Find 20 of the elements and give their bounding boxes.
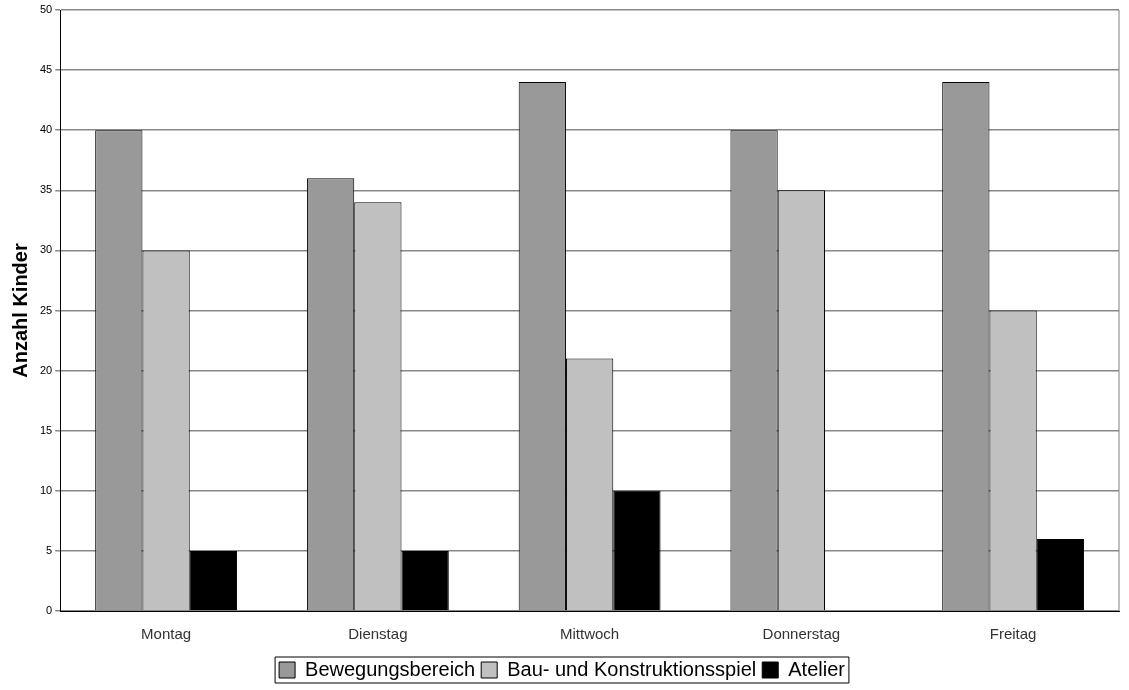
y-tick-label: 30 <box>39 243 53 256</box>
y-tick-label: 10 <box>39 483 53 496</box>
y-tick-label: 40 <box>39 123 53 136</box>
y-tick-label: 0 <box>46 604 53 617</box>
y-tick-label: 20 <box>39 363 53 376</box>
legend-label: Bewegungsbereich <box>305 657 476 680</box>
legend-label: Bau- und Konstruktionsspiel <box>507 657 757 680</box>
legend-label: Atelier <box>788 657 846 680</box>
x-tick-label: Freitag <box>989 625 1037 643</box>
y-tick-label: 45 <box>39 63 53 76</box>
y-tick-label: 15 <box>39 423 53 436</box>
y-tick-label: 25 <box>39 303 53 316</box>
y-axis-title: Anzahl Kinder <box>8 243 31 378</box>
y-tick-label: 35 <box>39 183 53 196</box>
x-tick-label: Mittwoch <box>560 625 620 643</box>
x-tick-label: Donnerstag <box>762 625 841 643</box>
x-tick-label: Dienstag <box>348 625 408 643</box>
x-tick-label: Montag <box>141 625 192 643</box>
y-tick-label: 50 <box>39 3 53 16</box>
y-tick-label: 5 <box>46 543 53 556</box>
